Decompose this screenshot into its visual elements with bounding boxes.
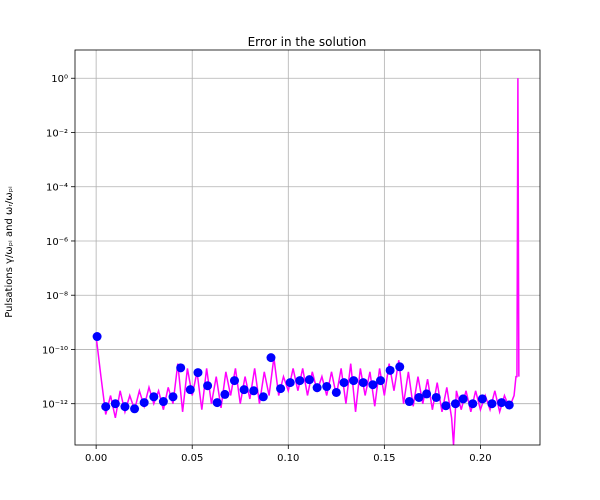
data-point [487, 399, 497, 409]
data-point [295, 376, 305, 386]
y-tick-label: 10⁻⁶ [46, 237, 68, 248]
y-tick-label: 10⁻¹² [42, 400, 68, 411]
x-tick-label: 0.00 [85, 453, 107, 464]
x-tick-label: 0.20 [469, 453, 491, 464]
x-tick-label: 0.15 [373, 453, 395, 464]
y-tick-label: 10⁻² [46, 128, 68, 139]
data-point [258, 392, 268, 402]
data-point [193, 368, 203, 378]
data-point [304, 375, 314, 385]
y-tick-label: 10⁻⁴ [46, 183, 68, 194]
data-point [101, 402, 111, 412]
data-point [422, 389, 432, 399]
data-point [331, 387, 341, 397]
data-point [322, 382, 332, 392]
data-point [468, 399, 478, 409]
data-point [458, 394, 468, 404]
y-tick-label: 10⁻¹⁰ [42, 345, 68, 356]
plot-area [92, 78, 520, 445]
y-tick-label: 10⁻⁸ [46, 291, 68, 302]
data-point [431, 392, 441, 402]
data-point [203, 381, 213, 391]
data-point [497, 398, 507, 408]
data-point [168, 392, 178, 402]
data-point [404, 397, 414, 407]
data-point [185, 385, 195, 395]
y-axis-label: Pulsations γ/ωₚᵢ and ωᵣ/ωₚᵢ [4, 186, 15, 318]
y-tick-label: 10⁰ [51, 74, 68, 85]
data-point [220, 389, 230, 399]
data-point [139, 398, 149, 408]
data-point [110, 399, 120, 409]
data-point [158, 397, 168, 407]
x-tick-label: 0.10 [277, 453, 299, 464]
data-point [368, 380, 378, 390]
data-point [229, 376, 239, 386]
chart-title: Error in the solution [248, 35, 367, 49]
data-point [149, 392, 159, 402]
data-point [339, 378, 349, 388]
data-point [414, 392, 424, 402]
data-point [349, 376, 359, 386]
data-point [358, 378, 368, 388]
plot-frame [74, 49, 541, 446]
data-point [276, 384, 286, 394]
data-point [504, 400, 514, 410]
data-point [92, 332, 102, 342]
data-point [285, 378, 295, 388]
data-point [441, 401, 451, 411]
data-point [176, 363, 186, 373]
data-point [477, 394, 487, 404]
data-point [130, 404, 140, 414]
grid [75, 50, 540, 445]
data-point [395, 362, 405, 372]
data-point [450, 399, 460, 409]
data-point [212, 398, 222, 408]
data-point [266, 353, 276, 363]
x-tick-label: 0.05 [181, 453, 203, 464]
data-point [239, 385, 249, 395]
data-point [249, 386, 259, 396]
data-point [120, 402, 130, 412]
data-point [385, 365, 395, 375]
data-point [312, 383, 322, 393]
data-point [376, 376, 386, 386]
